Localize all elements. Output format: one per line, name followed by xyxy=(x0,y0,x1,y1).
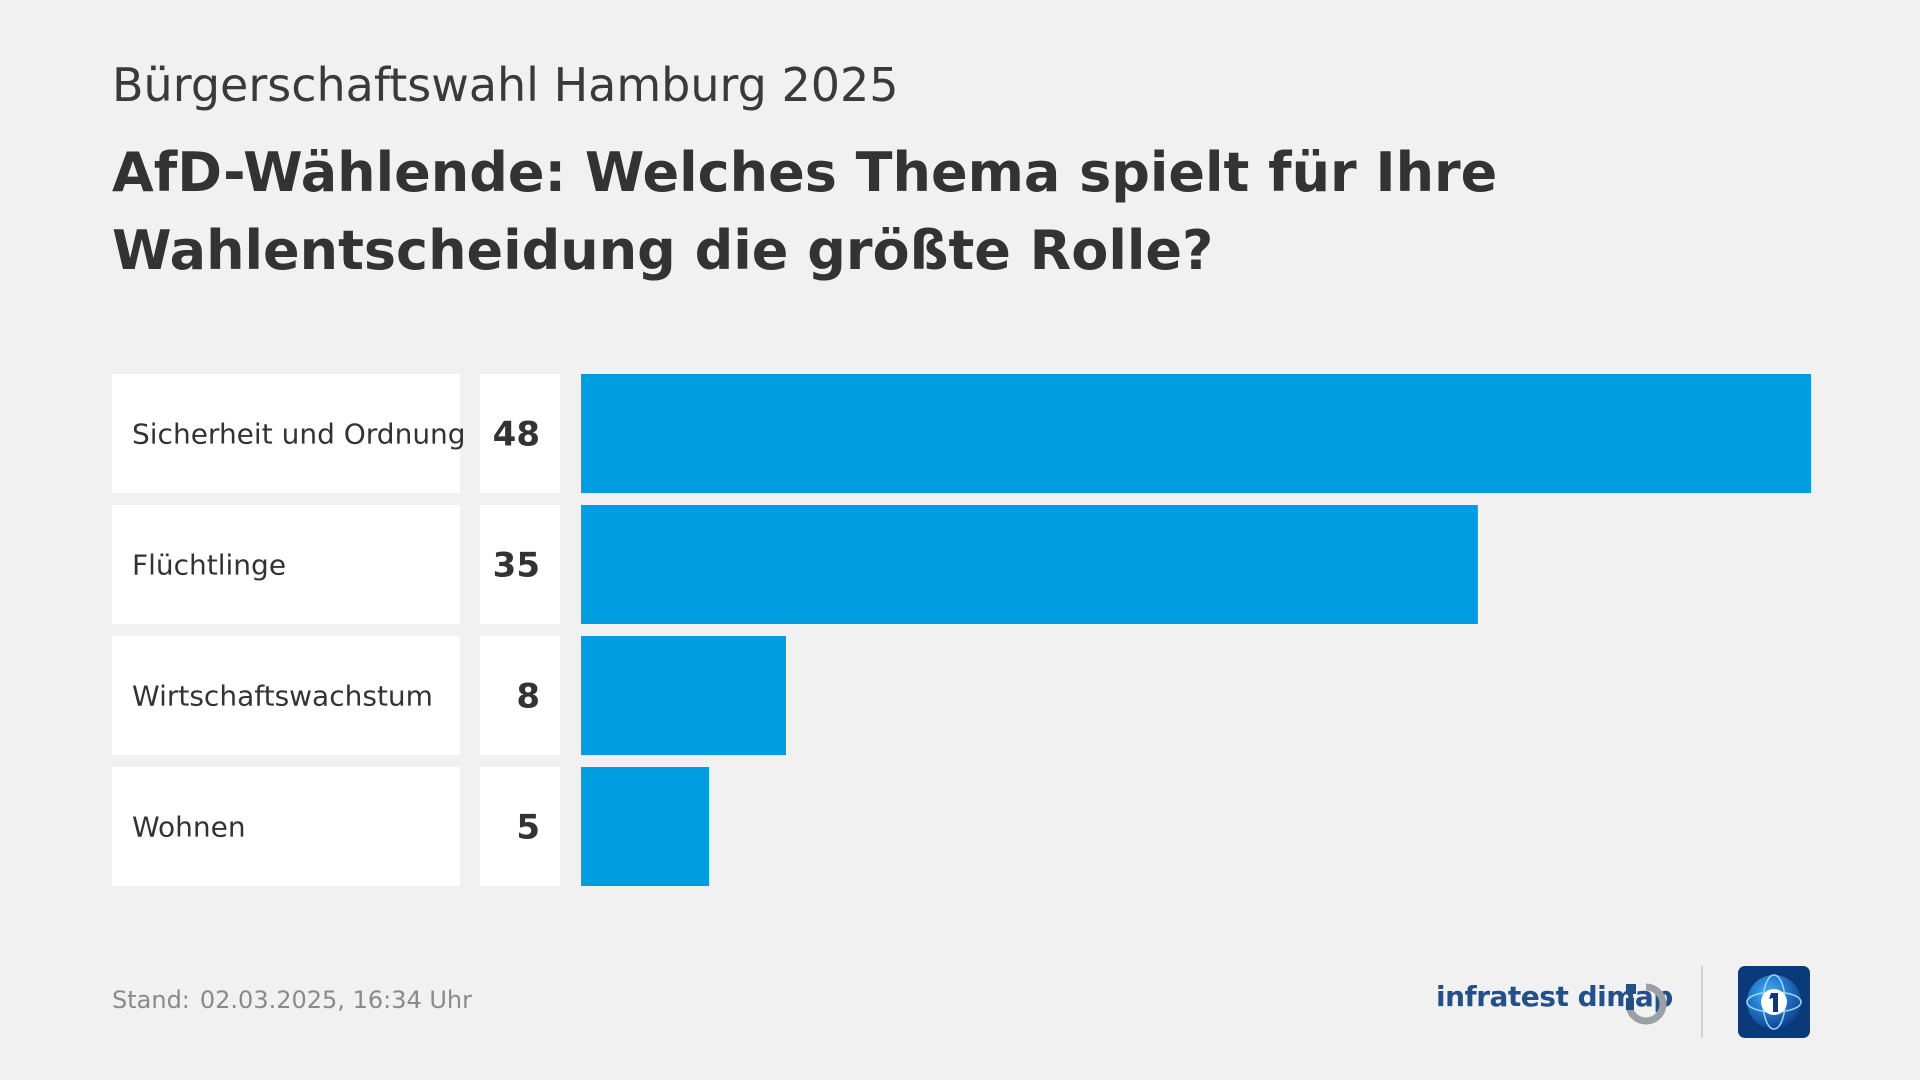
bar-flüchtlinge xyxy=(581,505,1478,624)
value-label-flüchtlinge: 35 xyxy=(493,546,540,586)
chart-title: AfD-Wählende: Welches Thema spielt für I… xyxy=(112,141,1498,282)
category-label-flüchtlinge: Flüchtlinge xyxy=(132,549,286,582)
category-box-wohnen xyxy=(112,767,460,886)
value-label-sicherheit-und-ordnung: 48 xyxy=(493,415,540,455)
value-box-wirtschaftswachstum xyxy=(480,636,560,755)
chart-subtitle: Bürgerschaftswahl Hamburg 2025 xyxy=(112,58,899,112)
bar-sicherheit-und-ordnung xyxy=(581,374,1811,493)
value-box-wohnen xyxy=(480,767,560,886)
tagesschau-globe-logo-icon xyxy=(1738,966,1810,1038)
category-label-sicherheit-und-ordnung: Sicherheit und Ordnung xyxy=(132,418,466,451)
value-label-wirtschaftswachstum: 8 xyxy=(516,677,540,717)
value-box-flüchtlinge xyxy=(480,505,560,624)
value-label-wohnen: 5 xyxy=(516,808,540,848)
category-box-flüchtlinge xyxy=(112,505,460,624)
footer-divider xyxy=(1701,966,1703,1038)
timestamp-footer: Stand: 02.03.2025, 16:34 Uhr xyxy=(112,986,472,1014)
category-label-wirtschaftswachstum: Wirtschaftswachstum xyxy=(132,680,433,713)
bar-wohnen xyxy=(581,767,710,886)
category-label-wohnen: Wohnen xyxy=(132,811,246,844)
stand-label: Stand: xyxy=(112,986,190,1014)
stand-value: 02.03.2025, 16:34 Uhr xyxy=(199,986,472,1014)
bar-wirtschaftswachstum xyxy=(581,636,786,755)
infratest-dimap-mark-icon xyxy=(1625,983,1667,1025)
category-box-sicherheit-und-ordnung xyxy=(112,374,460,493)
value-box-sicherheit-und-ordnung xyxy=(480,374,560,493)
category-box-wirtschaftswachstum xyxy=(112,636,460,755)
